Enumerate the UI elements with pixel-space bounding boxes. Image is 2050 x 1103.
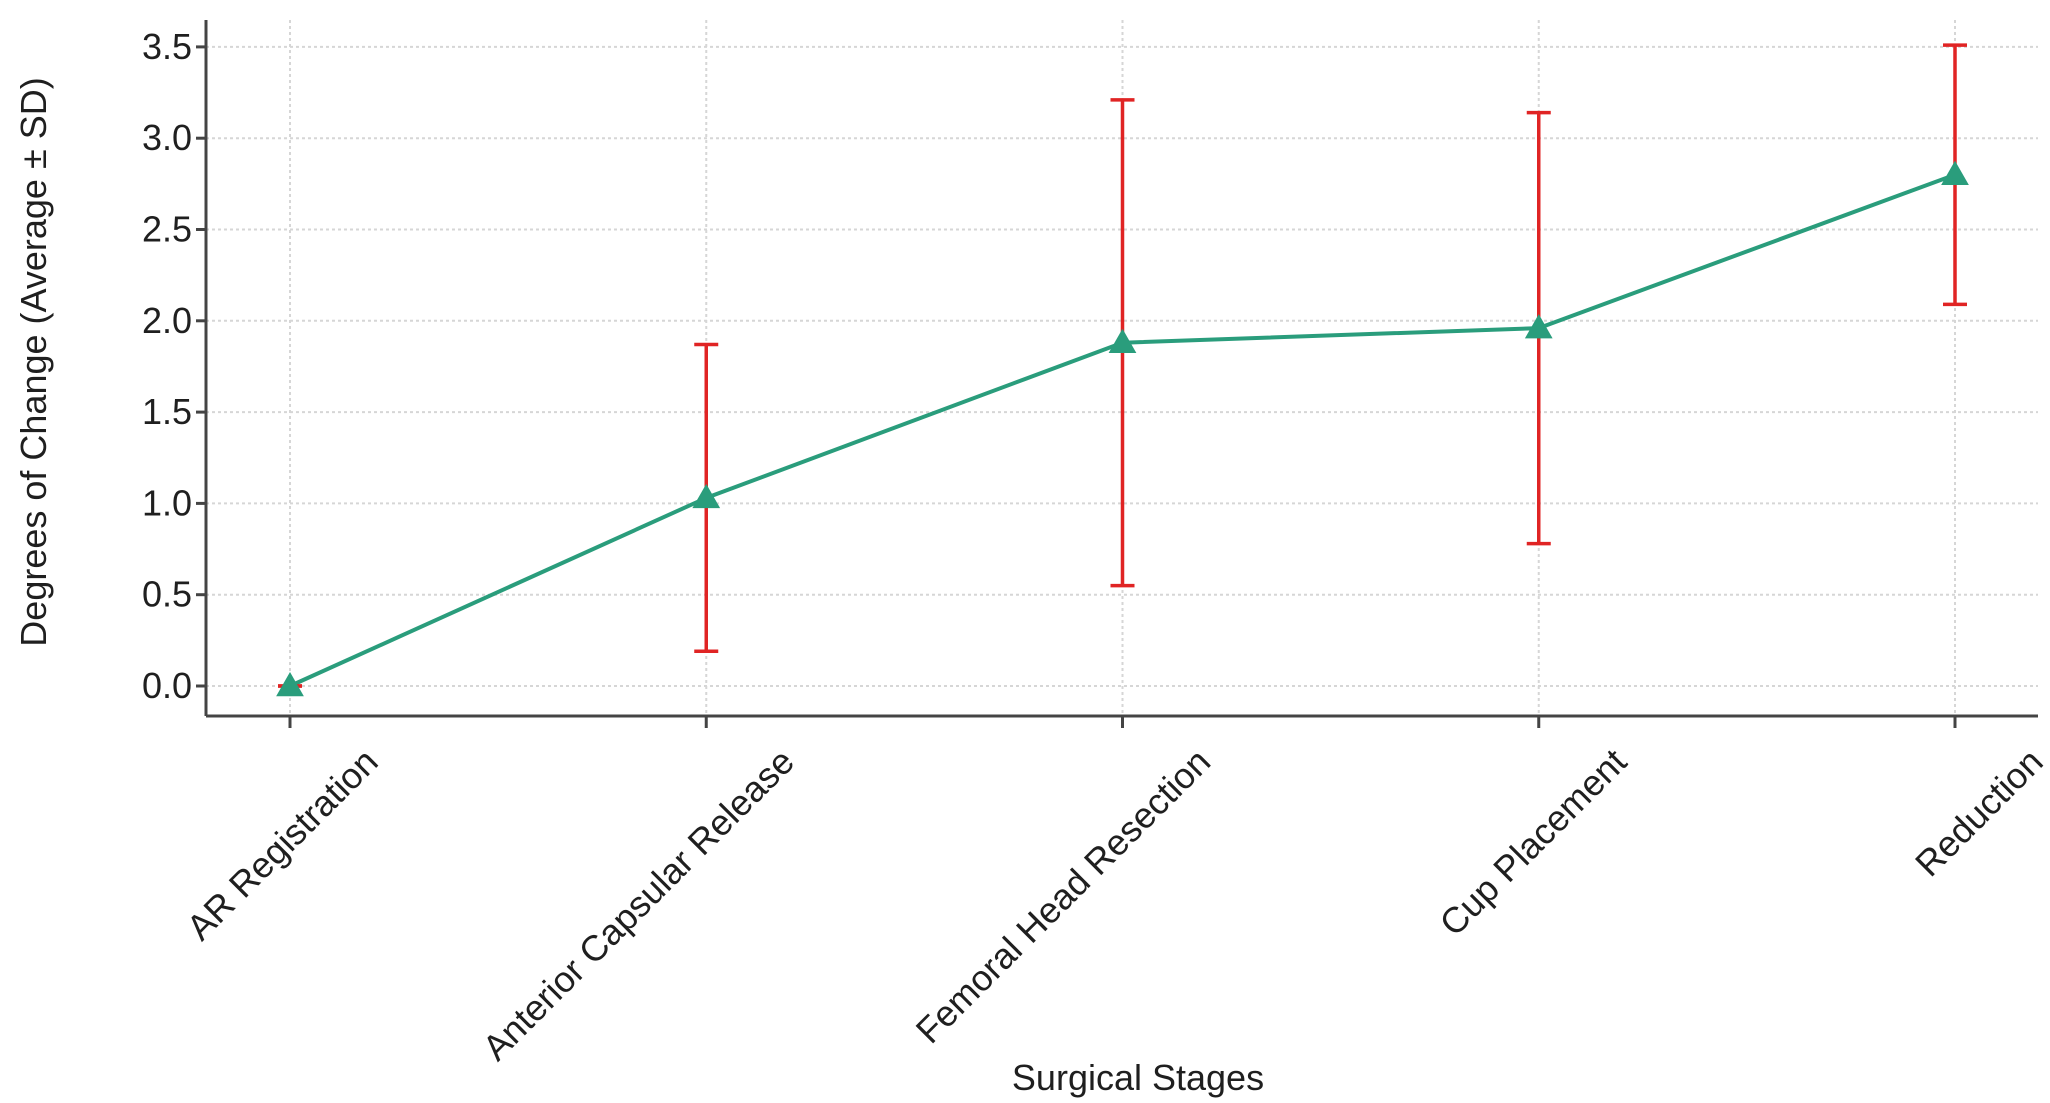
x-tick-label: Cup Placement [1431, 741, 1634, 944]
y-axis-label: Degrees of Change (Average ± SD) [13, 77, 54, 646]
data-point-marker [276, 671, 304, 697]
data-point-marker [1941, 160, 1969, 185]
y-tick-label: 1.5 [142, 391, 192, 432]
y-tick-label: 0.5 [142, 574, 192, 615]
x-tick-label: Reduction [1907, 741, 2050, 885]
y-tick-label: 0.0 [142, 665, 192, 706]
x-tick-label: Femoral Head Resection [908, 741, 1219, 1052]
x-tick-layer: AR Registration Anterior Capsular Release… [178, 716, 2050, 1068]
error-bar-layer [278, 43, 1967, 688]
x-tick-label: AR Registration [178, 741, 385, 948]
data-point-marker [692, 483, 721, 509]
y-tick-label: 3.0 [142, 117, 192, 158]
y-tick-layer: 0.0 0.5 1.0 1.5 2.0 2.5 3.0 3.5 [142, 26, 206, 706]
y-tick-label: 2.5 [142, 209, 192, 250]
data-point-marker [1108, 328, 1137, 353]
y-tick-label: 3.5 [142, 26, 192, 67]
data-point-marker [1524, 314, 1553, 339]
y-tick-label: 2.0 [142, 300, 192, 341]
y-tick-label: 1.0 [142, 482, 192, 523]
x-tick-label: Anterior Capsular Release [474, 741, 802, 1069]
marker-layer [276, 160, 1969, 697]
x-axis-label: Surgical Stages [1012, 1057, 1264, 1098]
